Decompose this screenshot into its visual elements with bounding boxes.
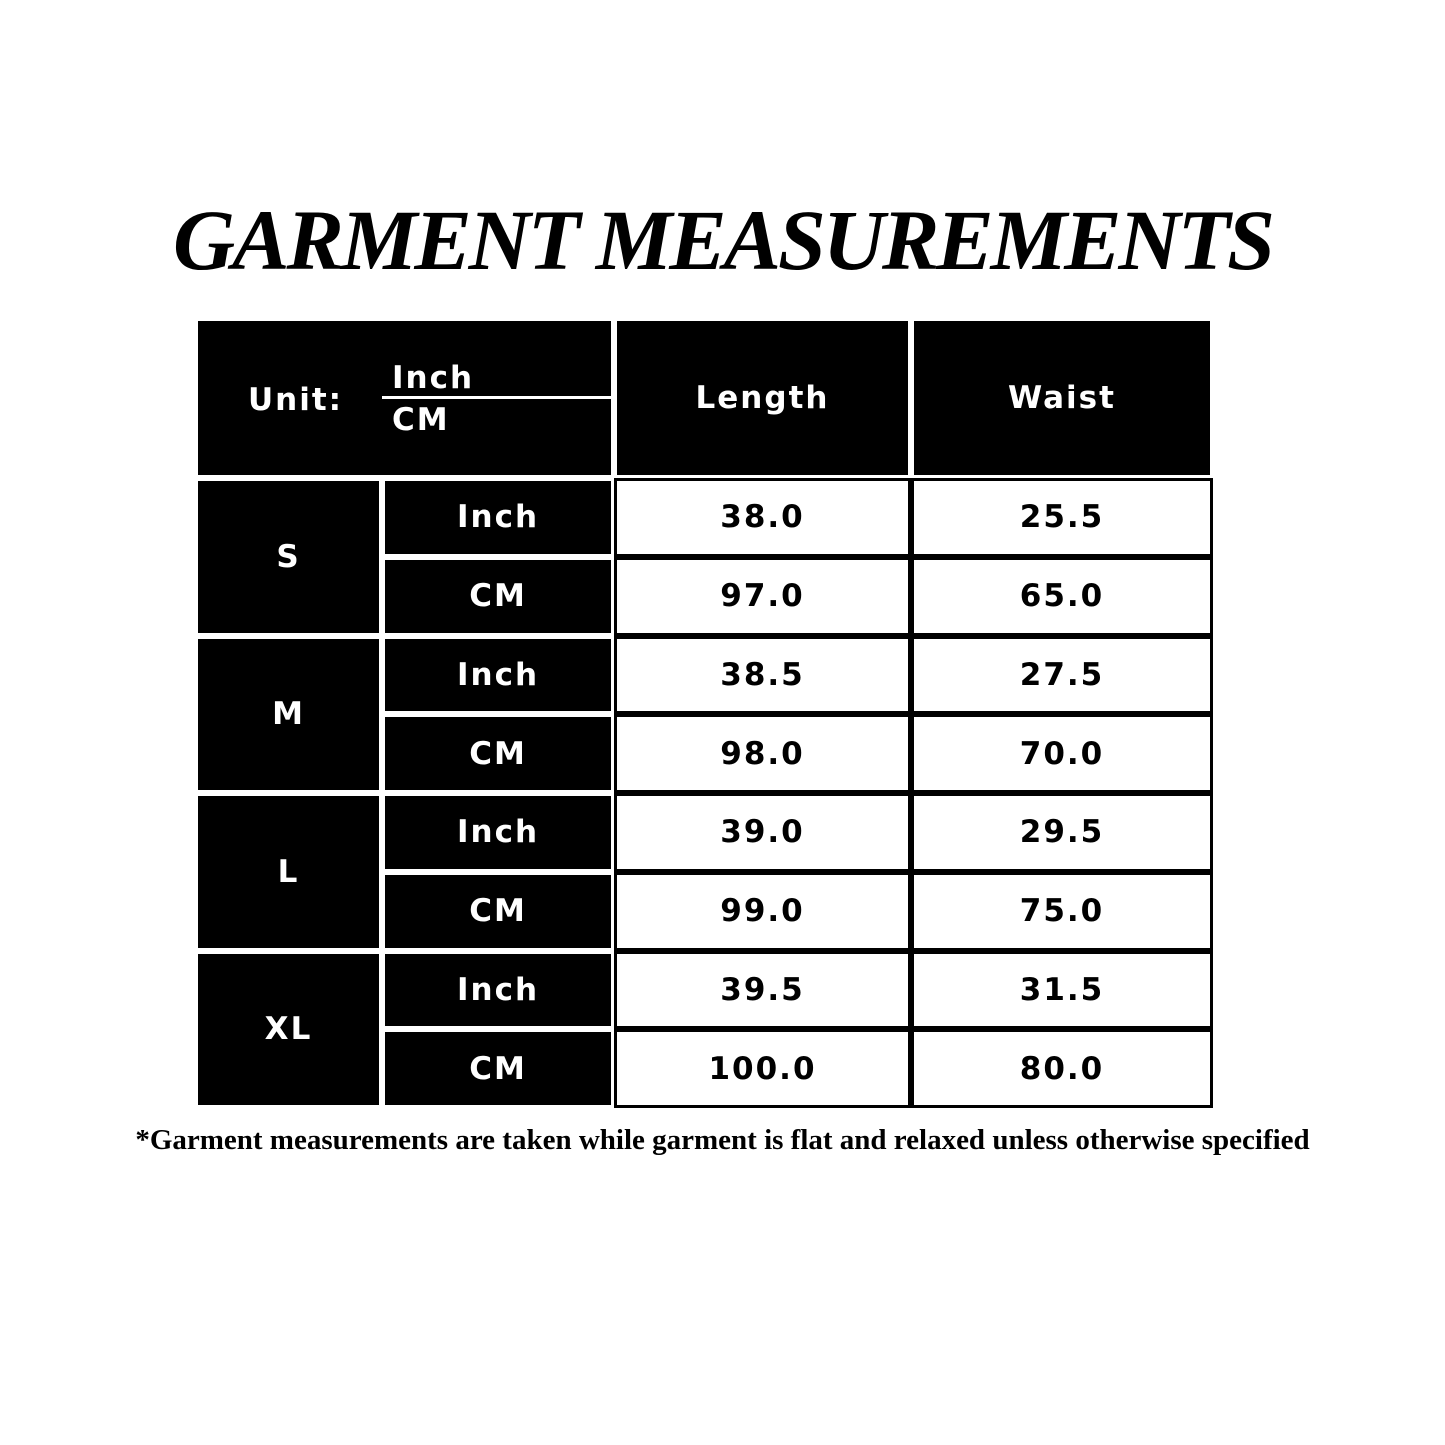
value-cell: 80.0	[911, 1029, 1213, 1108]
column-header: Waist	[911, 318, 1213, 478]
unit-label: Unit:	[248, 382, 344, 418]
unit-cell: CM	[382, 871, 614, 951]
unit-cell: Inch	[382, 478, 614, 557]
value-cell: 75.0	[911, 871, 1213, 951]
value-cell: 39.5	[614, 950, 911, 1030]
value-cell: 29.5	[911, 793, 1213, 872]
unit-cell: Inch	[382, 793, 614, 872]
unit-option: CM	[392, 402, 450, 438]
unit-cell: Inch	[382, 950, 614, 1030]
value-cell: 97.0	[614, 556, 911, 636]
value-cell: 38.0	[614, 478, 911, 557]
value-cell: 27.5	[911, 635, 1213, 715]
size-label: S	[195, 478, 382, 636]
size-label: L	[195, 793, 382, 951]
size-label: M	[195, 635, 382, 793]
unit-cell: CM	[382, 556, 614, 636]
column-header: Length	[614, 318, 911, 478]
title: GARMENT MEASUREMENTS	[173, 192, 1275, 288]
unit-cell: CM	[382, 714, 614, 793]
value-cell: 100.0	[614, 1029, 911, 1108]
value-cell: 38.5	[614, 635, 911, 715]
note: *Garment measurements are taken while ga…	[135, 1124, 1310, 1156]
unit-cell: Inch	[382, 635, 614, 715]
size-label: XL	[195, 950, 382, 1108]
value-cell: 99.0	[614, 871, 911, 951]
value-cell: 98.0	[614, 714, 911, 793]
value-cell: 70.0	[911, 714, 1213, 793]
value-cell: 39.0	[614, 793, 911, 872]
value-cell: 31.5	[911, 950, 1213, 1030]
value-cell: 25.5	[911, 478, 1213, 557]
value-cell: 65.0	[911, 556, 1213, 636]
unit-divider	[382, 396, 612, 399]
unit-option: Inch	[392, 360, 475, 396]
unit-cell: CM	[382, 1029, 614, 1108]
